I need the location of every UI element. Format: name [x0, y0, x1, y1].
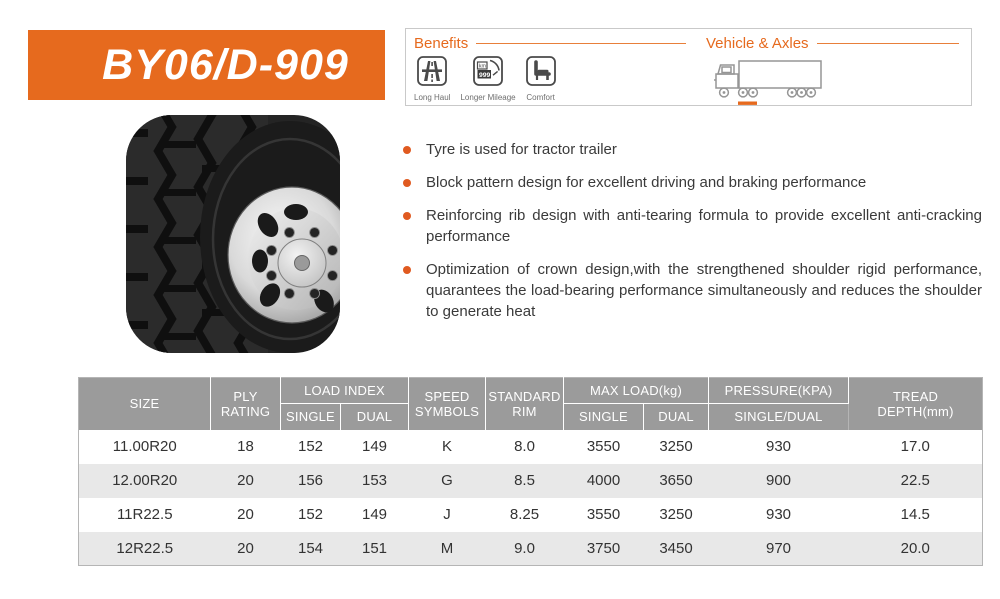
odometer-value-text: 999	[479, 72, 491, 79]
drive-axle-marker	[738, 101, 757, 105]
cell-ml-single: 3550	[586, 506, 621, 523]
vehicle-axles-section: Vehicle & Axles	[698, 29, 971, 105]
cell-li-single: 152	[297, 438, 324, 455]
table-row: 12.00R20 20 156 153 G 8.5 4000 3650 900 …	[78, 463, 983, 498]
cell-ml-single: 3750	[586, 539, 621, 557]
col-header-speed-symbols: SPEED SYMBOLS	[408, 377, 486, 430]
cell-speed: J	[443, 506, 451, 523]
benefit-label: Comfort	[526, 93, 555, 102]
benefits-section: Benefits	[406, 29, 698, 105]
cell-ml-dual: 3450	[659, 539, 693, 557]
table-row: 12R22.5 20 154 151 M 9.0 3750 3450 970 2…	[78, 531, 983, 566]
cell-pressure: 970	[766, 539, 792, 557]
cell-pressure: 930	[766, 438, 792, 455]
spec-table: SIZE PLY RATING LOAD INDEX SPEED SYMBOLS…	[78, 377, 984, 566]
cell-ml-single: 4000	[586, 472, 621, 489]
col-header-max-load: MAX LOAD(kg)	[563, 377, 710, 404]
benefit-comfort: Comfort	[525, 56, 556, 102]
cell-speed: G	[441, 472, 453, 489]
cell-size: 12R22.5	[116, 539, 174, 557]
vehicle-axles-header: Vehicle & Axles	[706, 34, 963, 52]
col-header-pressure: PRESSURE(KPA)	[708, 377, 850, 404]
cell-ply: 18	[237, 438, 254, 455]
product-model-title: BY06/D-909	[102, 40, 349, 89]
odometer-icon: km 999	[473, 56, 503, 91]
tire-image	[110, 113, 378, 355]
benefits-title: Benefits	[414, 34, 469, 52]
truck-trailer-icon	[708, 54, 963, 111]
model-banner: BY06/D-909	[28, 30, 385, 100]
col-header-size: SIZE	[78, 377, 211, 430]
cell-li-dual: 153	[361, 472, 388, 489]
benefits-rule	[476, 42, 686, 44]
cell-ml-single: 3550	[586, 438, 621, 455]
bullet-icon	[403, 266, 411, 274]
bullet-icon	[403, 179, 411, 187]
cell-pressure: 930	[766, 506, 792, 523]
cell-li-dual: 151	[361, 539, 388, 557]
cell-ply: 20	[237, 539, 254, 557]
cell-rim: 8.25	[509, 506, 540, 523]
benefits-icons-row: Long Haul km 999 Lon	[414, 56, 690, 102]
cell-tread: 14.5	[900, 506, 930, 523]
cell-rim: 9.0	[514, 539, 535, 557]
feature-item: Tyre is used for tractor trailer	[403, 139, 982, 160]
feature-text: Block pattern design for excellent drivi…	[426, 174, 867, 191]
subcol-pressure-single-dual: SINGLE/DUAL	[708, 403, 850, 430]
highway-icon	[417, 56, 448, 91]
table-row: 11.00R20 18 152 149 K 8.0 3550 3250 930 …	[79, 430, 983, 464]
cell-ml-dual: 3250	[659, 438, 693, 455]
info-box: Benefits	[405, 28, 972, 106]
subcol-ml-dual: DUAL	[643, 403, 710, 430]
feature-item: Block pattern design for excellent drivi…	[403, 172, 982, 193]
cell-speed: K	[441, 438, 452, 455]
benefit-long-haul: Long Haul	[414, 56, 450, 102]
col-header-standard-rim: STANDARD RIM	[485, 377, 564, 430]
cell-rim: 8.5	[514, 472, 535, 489]
benefit-longer-mileage: km 999 Longer Mileage	[460, 56, 516, 102]
table-row: 11R22.5 20 152 149 J 8.25 3550 3250 930 …	[79, 498, 983, 532]
cell-tread: 22.5	[900, 472, 930, 489]
subcol-li-dual: DUAL	[340, 403, 409, 430]
cell-pressure: 900	[766, 472, 792, 489]
feature-text: Optimization of crown design,with the st…	[426, 261, 982, 320]
benefit-label: Longer Mileage	[460, 93, 516, 102]
seat-icon	[525, 56, 556, 91]
vehicle-axles-rule	[816, 42, 959, 44]
cell-li-single: 156	[297, 472, 324, 489]
vehicle-axles-title: Vehicle & Axles	[706, 34, 809, 52]
cell-ml-dual: 3650	[659, 472, 693, 489]
cell-ml-dual: 3250	[659, 506, 693, 523]
cell-li-dual: 149	[361, 438, 388, 455]
cell-li-single: 154	[297, 539, 324, 557]
feature-item: Reinforcing rib design with anti-tearing…	[403, 205, 982, 247]
benefits-header: Benefits	[414, 34, 690, 52]
col-header-ply-rating: PLY RATING	[210, 377, 281, 430]
bullet-icon	[403, 146, 411, 154]
feature-item: Optimization of crown design,with the st…	[403, 259, 982, 322]
feature-text: Reinforcing rib design with anti-tearing…	[426, 207, 982, 245]
bullet-icon	[403, 212, 411, 220]
cell-tread: 20.0	[900, 539, 930, 557]
cell-rim: 8.0	[514, 438, 535, 455]
feature-list: Tyre is used for tractor trailer Block p…	[403, 139, 982, 322]
subcol-li-single: SINGLE	[280, 403, 341, 430]
cell-size: 11R22.5	[116, 506, 173, 523]
cell-size: 12.00R20	[112, 472, 178, 489]
cell-speed: M	[440, 539, 454, 557]
cell-ply: 20	[237, 506, 254, 523]
col-header-tread-depth: TREAD DEPTH(mm)	[848, 377, 984, 430]
cell-ply: 20	[237, 472, 254, 489]
col-header-load-index: LOAD INDEX	[280, 377, 409, 404]
cell-li-single: 152	[297, 506, 324, 523]
odometer-unit-text: km	[479, 64, 487, 70]
cell-tread: 17.0	[900, 438, 930, 455]
feature-text: Tyre is used for tractor trailer	[426, 141, 617, 158]
cell-size: 11.00R20	[112, 438, 177, 455]
subcol-ml-single: SINGLE	[563, 403, 644, 430]
cell-li-dual: 149	[361, 506, 388, 523]
spec-table-section: SIZE PLY RATING LOAD INDEX SPEED SYMBOLS…	[78, 377, 984, 566]
benefit-label: Long Haul	[414, 93, 451, 102]
